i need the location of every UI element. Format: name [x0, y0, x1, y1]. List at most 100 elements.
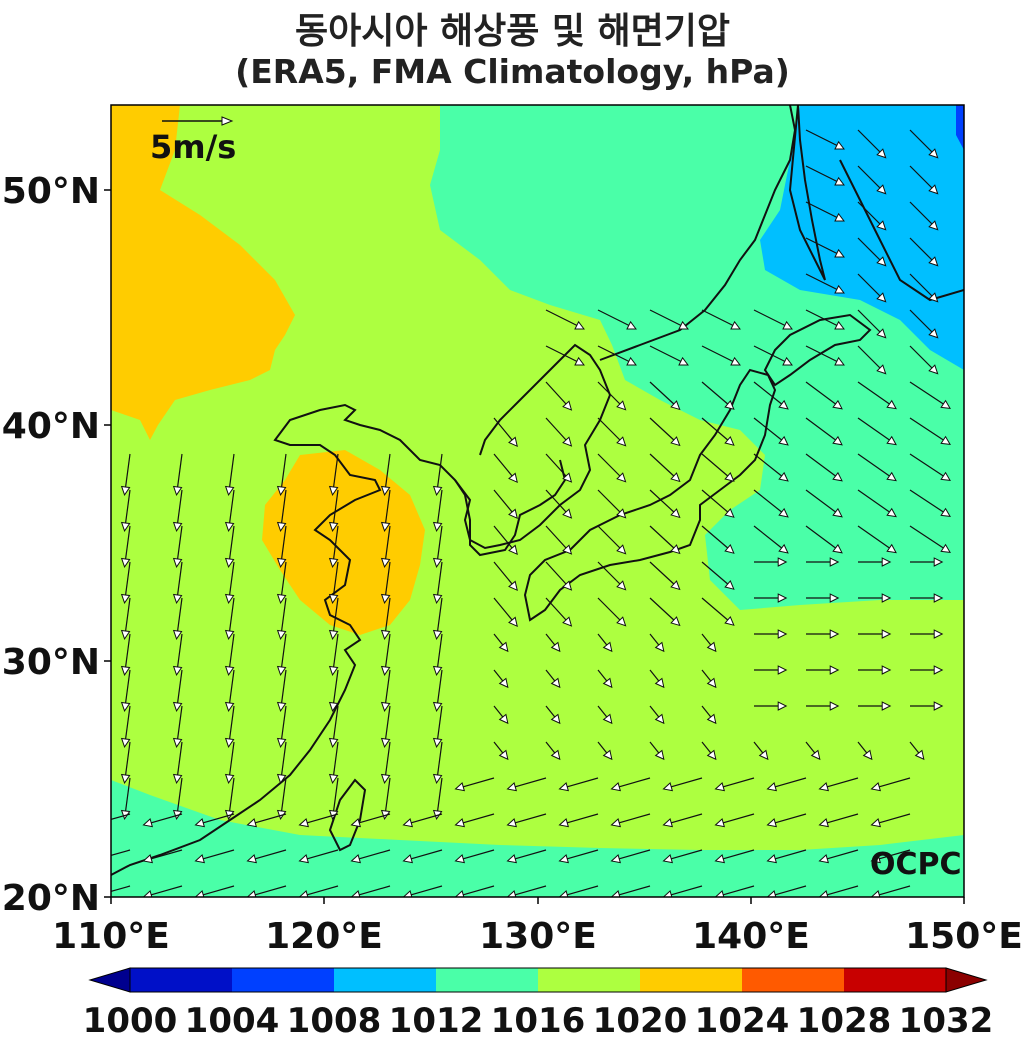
- wind-vector-shaft: [385, 669, 391, 704]
- wind-vector-head: [562, 400, 573, 411]
- wind-vector-head: [940, 435, 951, 446]
- wind-vector-head: [870, 854, 882, 864]
- wind-vector-head: [706, 641, 717, 653]
- wind-vector-shaft: [333, 741, 339, 776]
- wind-vector-head: [862, 749, 873, 761]
- wind-vector-head: [778, 507, 789, 518]
- wind-vector-shaft: [545, 741, 556, 754]
- wind-vector-shaft: [597, 453, 621, 477]
- wind-vector-shaft: [909, 489, 944, 513]
- wind-vector-head: [508, 544, 518, 556]
- wind-vector-shaft: [649, 489, 675, 513]
- wind-vector-shaft: [775, 849, 807, 860]
- wind-vector-head: [380, 557, 391, 569]
- wind-vector-head: [508, 436, 518, 448]
- wind-vector-shaft: [177, 669, 183, 704]
- wind-vector-head: [881, 701, 892, 711]
- wind-vector-head: [670, 580, 681, 591]
- reference-vector: [162, 116, 234, 126]
- wind-vector-shaft: [177, 561, 183, 596]
- colorbar-label-1024: 1024: [695, 1001, 790, 1041]
- wind-vector-shaft: [437, 525, 443, 560]
- wind-vector-head: [730, 320, 741, 330]
- wind-vector-shaft: [649, 705, 660, 718]
- wind-vector-head: [380, 593, 391, 605]
- colorbar-bin-1016: [538, 968, 640, 992]
- wind-vector-shaft: [671, 813, 703, 824]
- wind-vector-head: [246, 854, 258, 864]
- wind-vector-head: [224, 665, 235, 677]
- wind-vector-head: [432, 701, 443, 713]
- wind-vector-shaft: [281, 705, 287, 740]
- wind-vector-head: [670, 508, 681, 519]
- wind-vector-head: [172, 485, 183, 497]
- wind-vector-shaft: [545, 417, 567, 441]
- wind-vector-head: [818, 854, 830, 864]
- wind-vector-head: [328, 701, 339, 713]
- wind-vector-head: [832, 507, 843, 518]
- wind-vector-head: [706, 713, 717, 725]
- wind-vector-shaft: [857, 489, 890, 513]
- wind-vector-shaft: [333, 705, 339, 740]
- wind-vector-head: [832, 543, 843, 554]
- wind-vector-head: [940, 543, 951, 554]
- wind-vector-shaft: [827, 813, 859, 824]
- colorbar-label-1000: 1000: [83, 1001, 178, 1041]
- wind-vector-shaft: [775, 813, 807, 824]
- wind-vector-head: [714, 818, 726, 828]
- wind-vector-head: [246, 818, 258, 828]
- wind-vector-shaft: [857, 273, 881, 297]
- wind-vector-shaft: [701, 633, 712, 646]
- wind-vector-shaft: [125, 525, 131, 560]
- wind-vector-shaft: [879, 885, 911, 896]
- wind-vector-shaft: [545, 633, 556, 646]
- wind-vector-head: [834, 356, 845, 366]
- wind-vector-head: [454, 818, 466, 828]
- wind-vector-shaft: [359, 849, 391, 860]
- wind-vector-head: [454, 854, 466, 864]
- wind-vector-head: [172, 665, 183, 677]
- wind-vector-shaft: [229, 777, 235, 812]
- wind-vector-head: [777, 557, 788, 567]
- wind-vector-shaft: [493, 741, 504, 754]
- colorbar-bin-1024: [742, 968, 844, 992]
- wind-vector-shaft: [805, 165, 838, 182]
- wind-vector-shaft: [701, 489, 729, 513]
- wind-vector-head: [298, 890, 309, 897]
- wind-vector-shaft: [649, 741, 660, 754]
- wind-vector-head: [328, 521, 339, 533]
- wind-vector-head: [777, 629, 788, 639]
- wind-vector-shaft: [515, 777, 547, 788]
- wind-vector-shaft: [597, 381, 621, 405]
- wind-vector-head: [724, 436, 735, 446]
- wind-vector-head: [224, 701, 235, 713]
- colorbar-bin-1028: [844, 968, 946, 992]
- wind-vector-head: [610, 890, 621, 897]
- wind-vector-head: [662, 782, 674, 792]
- wind-vector-head: [432, 737, 443, 749]
- wind-vector-shaft: [437, 453, 443, 488]
- wind-vector-head: [876, 148, 887, 159]
- wind-vector-head: [380, 629, 391, 641]
- wind-vector-head: [508, 580, 518, 592]
- lon-tick-140: 140°E: [692, 916, 810, 957]
- wind-vector-shaft: [385, 633, 391, 668]
- wind-vector-head: [380, 665, 391, 677]
- wind-vector-head: [714, 890, 725, 897]
- wind-vector-head: [933, 557, 944, 567]
- wind-vector-shaft: [493, 525, 513, 549]
- wind-vector-shaft: [775, 885, 807, 896]
- wind-vector-shaft: [805, 453, 836, 477]
- wind-vector-head: [172, 593, 183, 605]
- wind-vector-shaft: [437, 633, 443, 668]
- wind-vector-head: [194, 818, 206, 828]
- wind-vectors: [111, 129, 951, 897]
- wind-vector-head: [120, 557, 131, 569]
- wind-vector-head: [706, 749, 717, 761]
- wind-vector-shaft: [671, 885, 703, 896]
- wind-vector-head: [714, 854, 726, 864]
- wind-vector-shaft: [493, 489, 513, 513]
- wind-vector-shaft: [333, 489, 339, 524]
- wind-vector-head: [782, 356, 793, 366]
- wind-vector-head: [870, 890, 881, 897]
